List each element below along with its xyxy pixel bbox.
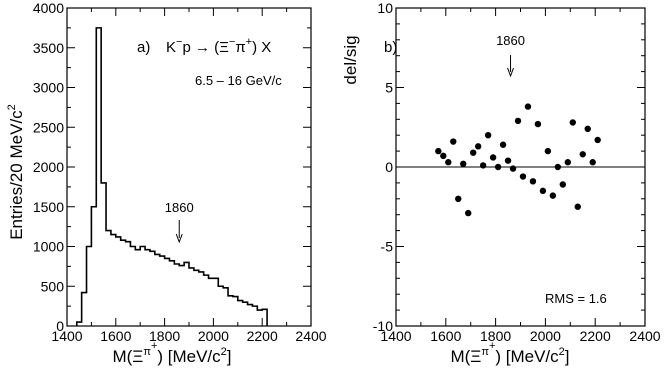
residual-point (544, 147, 552, 155)
x-tick-label-a: 2400 (295, 328, 326, 344)
y-tick-label-a: 500 (41, 278, 65, 294)
residual-point (455, 195, 462, 202)
arrow-head-b (507, 67, 515, 78)
y-axis-label-b: del/sig (341, 35, 360, 84)
x-axis-label-b: M(Ξπ+) [MeV/c2] (450, 340, 569, 366)
residual-point (539, 187, 547, 195)
y-tick-label-b: 10 (377, 0, 393, 16)
panel-a: 1400 1600 1800 2000 2200 2400 0 500 1000 1500 200… (6, 0, 327, 366)
residual-point (549, 192, 557, 199)
y-ticks-b: -10 -5 0 5 10 (373, 0, 645, 334)
panel-b: 1400 1600 1800 2000 2200 2400 -10 -5 0 5 10 M(Ξπ+… (341, 0, 661, 366)
residual-point (440, 152, 447, 160)
y-tick-label-a: 2500 (33, 119, 64, 135)
residual-point (435, 147, 442, 155)
residual-plot-area (395, 7, 646, 327)
x-axis-label-a: M(Ξπ+) [MeV/c2] (112, 340, 231, 366)
residual-point (469, 149, 477, 156)
annotation-1860-b: 1860 (496, 33, 525, 48)
y-tick-label-a: 1500 (33, 199, 64, 215)
arrow-head-a (175, 233, 183, 244)
residual-point (450, 138, 457, 145)
y-tick-label-b: -5 (381, 239, 394, 255)
x-tick-label-b: 2000 (530, 328, 561, 344)
residual-point (524, 103, 532, 110)
residual-point (534, 120, 542, 128)
residual-point (460, 160, 467, 168)
x-tick-label-a: 1800 (149, 328, 180, 344)
reaction-label: K−p → (Ξ−π+) X (166, 36, 271, 56)
y-tick-label-b: 0 (385, 159, 393, 175)
residual-point (489, 154, 497, 161)
x-ticks-b: 1400 1600 1800 2000 2200 2400 (380, 8, 661, 344)
residual-point (474, 143, 482, 150)
x-tick-label-a: 1600 (100, 328, 131, 344)
residual-point (514, 117, 522, 125)
y-tick-label-a: 2000 (33, 159, 64, 175)
y-tick-label-b: 5 (385, 80, 393, 96)
residual-point (479, 162, 487, 169)
residual-point (494, 163, 502, 171)
residual-point (584, 125, 591, 133)
residual-point (589, 159, 596, 166)
y-ticks-a: 0 500 1000 1500 2000 2500 3000 3500 4000 (33, 0, 311, 334)
momentum-range-label: 6.5 – 16 GeV/c (195, 73, 282, 88)
x-ticks-a: 1400 1600 1800 2000 2200 2400 (51, 8, 327, 344)
y-tick-label-b: -10 (373, 318, 393, 334)
annotation-arrow-b (507, 55, 515, 78)
x-tick-label-b: 1600 (430, 328, 461, 344)
residual-point (564, 159, 572, 166)
x-tick-label-b: 1800 (480, 328, 511, 344)
residual-point (594, 136, 601, 144)
residual-point (465, 209, 472, 217)
residual-point (554, 163, 562, 171)
y-tick-label-a: 3000 (33, 80, 64, 96)
residual-point (529, 178, 537, 185)
residual-point (509, 165, 517, 172)
annotation-1860-a: 1860 (165, 200, 194, 215)
panel-label-b: b) (384, 39, 397, 56)
x-tick-label-b: 1400 (380, 328, 411, 344)
residual-point (504, 157, 512, 164)
residual-point (519, 173, 527, 180)
annotation-arrow-a (175, 220, 183, 244)
histogram-line (75, 27, 268, 326)
x-tick-label-b: 2400 (629, 328, 660, 344)
panel-label-a: a) (137, 39, 150, 56)
y-axis-label-a: Entries/20 MeV/c2 (6, 104, 26, 240)
residual-point (559, 181, 567, 188)
x-tick-label-b: 2200 (580, 328, 611, 344)
y-tick-label-a: 4000 (33, 0, 64, 16)
y-tick-label-a: 3500 (33, 40, 64, 56)
x-tick-label-a: 1400 (51, 328, 82, 344)
rms-label: RMS = 1.6 (545, 291, 607, 306)
residual-point (574, 203, 581, 210)
y-tick-label-a: 0 (56, 318, 64, 334)
y-tick-label-a: 1000 (33, 239, 64, 255)
x-tick-label-a: 2200 (247, 328, 278, 344)
residual-point (484, 132, 492, 139)
residual-point (499, 141, 507, 148)
x-tick-label-a: 2000 (198, 328, 229, 344)
residual-point (445, 159, 452, 166)
residual-point (579, 151, 586, 158)
residual-point (569, 119, 576, 126)
